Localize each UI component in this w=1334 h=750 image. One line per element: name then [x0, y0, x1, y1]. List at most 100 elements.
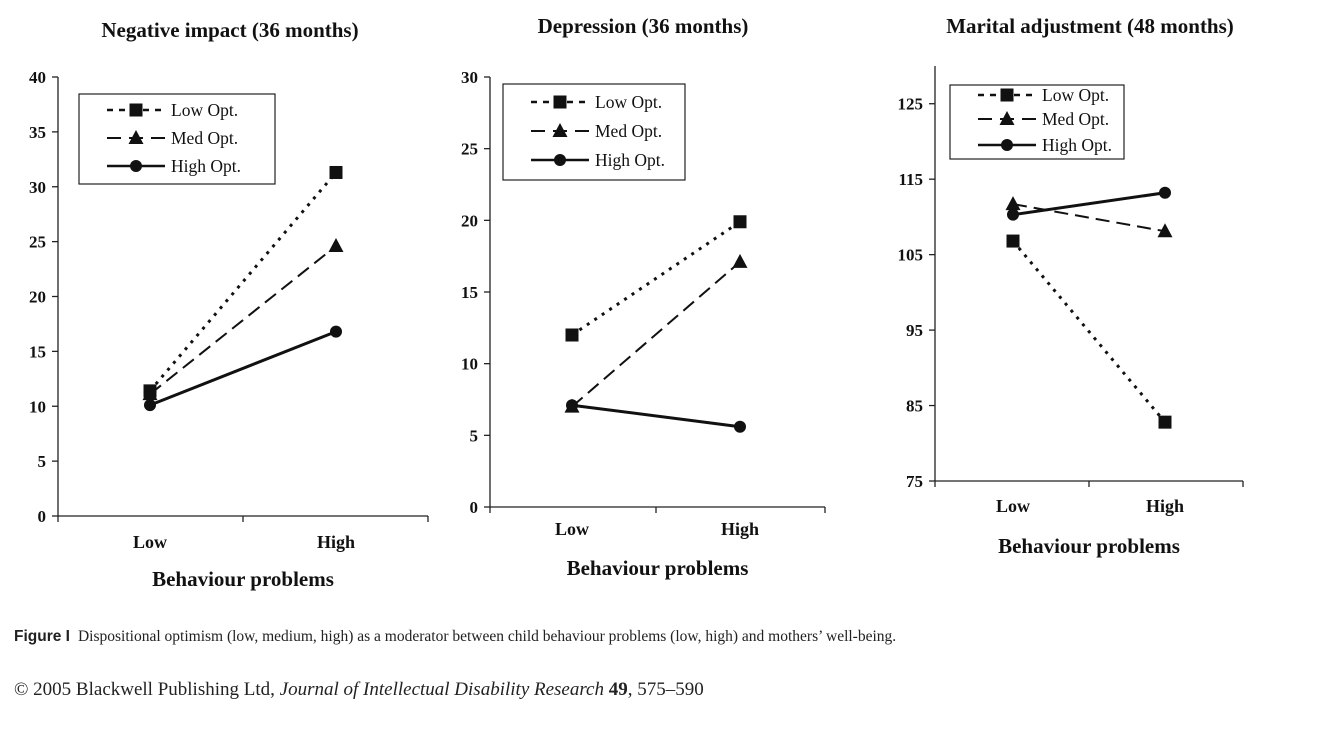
figure-caption-text: Dispositional optimism (low, medium, hig… [77, 628, 897, 645]
series-square [143, 165, 343, 398]
x-tick-label: High [721, 519, 759, 539]
chart-legend: Low Opt. Med Opt. High Opt. [949, 84, 1125, 160]
legend-marker-square [1000, 88, 1014, 102]
x-axis-label: Behaviour problems [567, 556, 749, 580]
x-axis-label: Behaviour problems [998, 534, 1180, 558]
x-tick-label: Low [996, 496, 1030, 516]
legend-marker-triangle [999, 111, 1015, 125]
chart-title: Marital adjustment (48 months) [946, 14, 1234, 38]
series-line [571, 220, 741, 337]
data-point-circle [1159, 186, 1171, 199]
y-tick-label: 95 [906, 321, 923, 340]
series-line [1012, 203, 1166, 233]
legend-marker-square [553, 95, 567, 109]
data-point-circle [330, 325, 342, 338]
y-tick-label: 25 [461, 140, 478, 159]
data-point-triangle [328, 238, 344, 253]
data-point-square [1006, 234, 1020, 248]
y-tick-label: 0 [470, 498, 479, 517]
figure-caption: Figure I Dispositional optimism (low, med… [14, 628, 896, 646]
data-point-circle [1007, 208, 1019, 221]
data-point-circle [566, 399, 578, 412]
y-tick-label: 15 [29, 342, 46, 361]
copyright-prefix: © 2005 Blackwell Publishing Ltd, [14, 679, 280, 700]
chart-legend: Low Opt. Med Opt. High Opt. [502, 83, 686, 181]
legend-marker-circle [130, 160, 142, 172]
series-line [148, 171, 338, 392]
chart-title: Depression (36 months) [538, 14, 749, 38]
legend-label: Med Opt. [1042, 109, 1109, 129]
series-line [1012, 191, 1166, 217]
legend-label: Med Opt. [595, 121, 662, 141]
legend-label: High Opt. [595, 150, 665, 170]
data-point-square [1158, 415, 1172, 429]
data-point-triangle [1157, 223, 1173, 238]
series-line [149, 330, 337, 407]
y-tick-label: 25 [29, 233, 46, 252]
data-point-triangle [142, 386, 158, 401]
legend-marker-triangle [128, 130, 144, 144]
x-tick-label: High [1146, 496, 1184, 516]
chart-1: Negative impact (36 months) 0 5 10 15 20 25 30 3… [29, 18, 429, 591]
journal-name: Journal of Intellectual Disability Resea… [279, 679, 604, 700]
y-tick-label: 20 [461, 211, 478, 230]
chart-2: Depression (36 months) 0 5 10 15 20 25 30 Low Hig… [461, 14, 826, 580]
legend-marker-circle [1001, 139, 1013, 151]
series-triangle [1005, 196, 1173, 238]
legend-label: Low Opt. [171, 100, 238, 120]
series-line [149, 245, 337, 395]
x-axis-label: Behaviour problems [152, 567, 334, 591]
copyright-line: © 2005 Blackwell Publishing Ltd, Journal… [14, 679, 704, 701]
y-tick-label: 105 [898, 246, 924, 265]
journal-volume: 49 [608, 679, 628, 700]
series-circle [1007, 186, 1171, 221]
legend-label: Med Opt. [171, 128, 238, 148]
chart-legend: Low Opt. Med Opt. High Opt. [78, 93, 276, 185]
y-tick-label: 35 [29, 123, 46, 142]
legend-marker-triangle [552, 123, 568, 137]
y-tick-label: 10 [461, 355, 478, 374]
legend-label: High Opt. [1042, 135, 1112, 155]
y-tick-label: 15 [461, 283, 478, 302]
figure-charts: Negative impact (36 months) 0 5 10 15 20 25 30 3… [29, 14, 1244, 591]
chart-title: Negative impact (36 months) [101, 18, 358, 42]
series-line [1011, 240, 1167, 424]
legend-marker-circle [554, 154, 566, 166]
y-tick-label: 30 [461, 68, 478, 87]
series-square [1006, 234, 1172, 429]
data-point-square [565, 328, 579, 342]
y-tick-label: 85 [906, 397, 923, 416]
series-line [571, 403, 741, 429]
y-tick-label: 5 [470, 426, 479, 445]
y-tick-label: 40 [29, 68, 46, 87]
legend-box [949, 84, 1125, 160]
series-circle [566, 399, 746, 433]
data-point-square [733, 215, 747, 229]
data-point-circle [734, 420, 746, 433]
series-triangle [142, 238, 344, 401]
data-point-square [329, 165, 343, 179]
legend-label: Low Opt. [595, 92, 662, 112]
legend-marker-square [129, 103, 143, 117]
y-tick-label: 115 [898, 170, 923, 189]
figure-label: Figure I [14, 628, 70, 645]
x-tick-label: Low [133, 532, 167, 552]
chart-3: Marital adjustment (48 months) 75 85 95 105 1… [898, 14, 1244, 558]
journal-pages: , 575–590 [627, 679, 704, 700]
y-tick-label: 125 [898, 95, 924, 114]
x-tick-label: Low [555, 519, 589, 539]
data-point-circle [144, 399, 156, 412]
y-tick-label: 5 [38, 452, 47, 471]
y-tick-label: 10 [29, 397, 46, 416]
data-point-triangle [732, 253, 748, 268]
series-square [565, 215, 747, 342]
y-tick-label: 75 [906, 472, 923, 491]
legend-label: Low Opt. [1042, 85, 1109, 105]
x-tick-label: High [317, 532, 355, 552]
data-point-triangle [1005, 196, 1021, 211]
y-tick-label: 0 [38, 507, 47, 526]
y-tick-label: 20 [29, 288, 46, 307]
y-tick-label: 30 [29, 178, 46, 197]
series-line [571, 261, 741, 408]
series-circle [144, 325, 342, 412]
